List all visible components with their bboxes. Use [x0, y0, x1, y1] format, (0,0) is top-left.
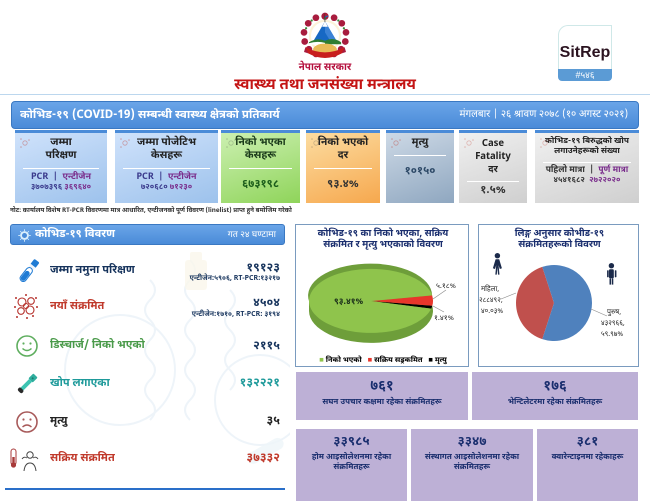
svg-text:५.१८%: ५.१८%: [436, 282, 456, 292]
svg-text:२८८४९२,: २८८४९२,: [479, 296, 503, 305]
svg-text:४०.०३%: ४०.०३%: [481, 307, 503, 316]
svg-text:९३.४१%: ९३.४१%: [334, 297, 363, 308]
svg-text:५९.९७%: ५९.९७%: [601, 330, 623, 339]
svg-text:४३२९६६,: ४३२९६६,: [601, 319, 625, 328]
svg-text:१.४१%: १.४१%: [434, 314, 454, 324]
svg-text:महिला,: महिला,: [481, 285, 499, 294]
svg-text:पुरुष,: पुरुष,: [607, 308, 621, 317]
